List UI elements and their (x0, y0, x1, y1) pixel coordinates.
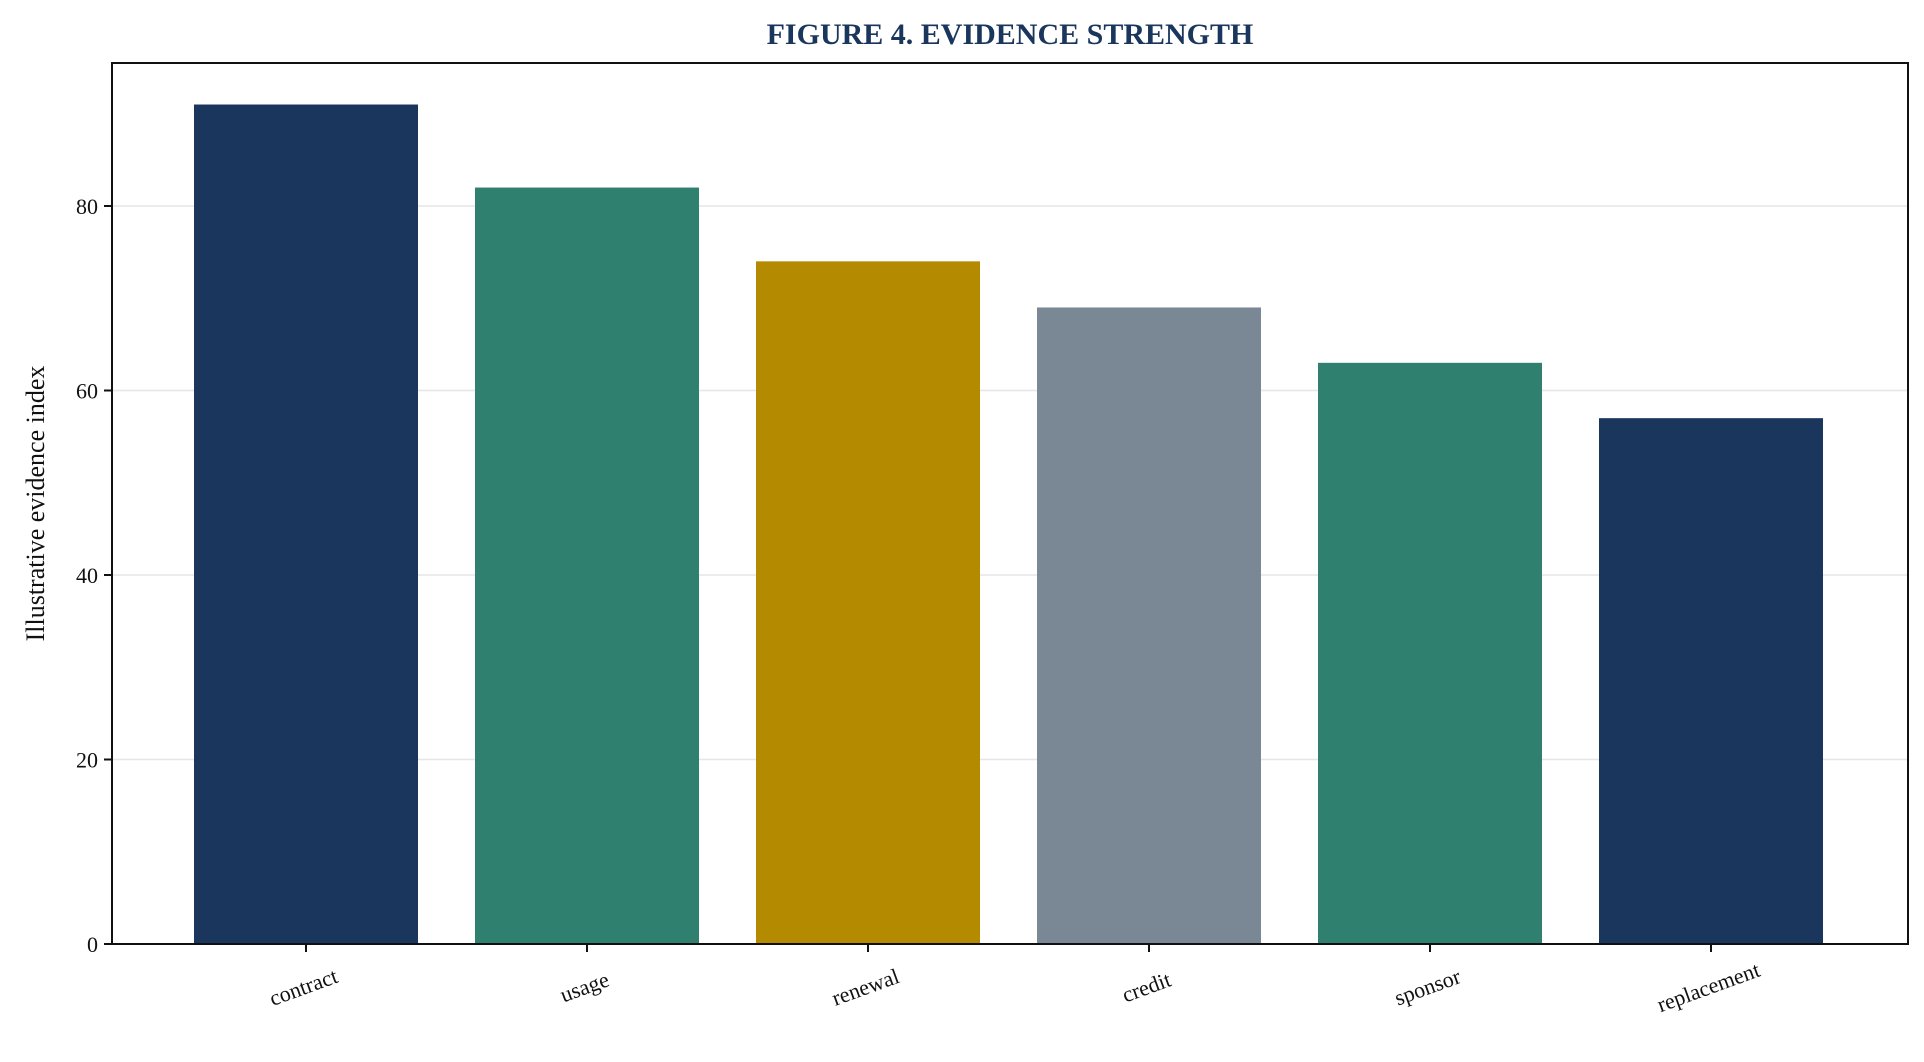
x-tick-label-usage: usage (557, 967, 613, 1008)
bar-usage (475, 187, 699, 945)
y-axis-title: Illustrative evidence index (21, 366, 50, 642)
bars (194, 104, 1823, 945)
y-tick-label: 80 (76, 194, 98, 219)
y-tick-label: 0 (87, 932, 98, 957)
y-tick-label: 40 (76, 563, 98, 588)
x-tick-label-sponsor: sponsor (1391, 963, 1465, 1010)
x-tick-label-contract: contract (266, 963, 341, 1011)
bar-sponsor (1318, 362, 1542, 944)
bar-contract (194, 104, 418, 945)
chart-title: FIGURE 4. EVIDENCE STRENGTH (767, 18, 1254, 51)
y-axis: 0 20 40 60 80 (76, 194, 112, 957)
x-tick-label-credit: credit (1119, 967, 1175, 1008)
plot-frame (111, 62, 1909, 945)
y-tick-label: 20 (76, 747, 98, 772)
x-axis: contract usage renewal credit sponsor replace… (266, 944, 1763, 1017)
x-tick-label-replacement: replacement (1654, 957, 1764, 1017)
bar-replacement (1599, 418, 1823, 944)
bar-credit (1037, 307, 1261, 945)
x-tick-label-renewal: renewal (828, 963, 902, 1010)
y-tick-label: 60 (76, 378, 98, 403)
bar-renewal (756, 261, 980, 944)
